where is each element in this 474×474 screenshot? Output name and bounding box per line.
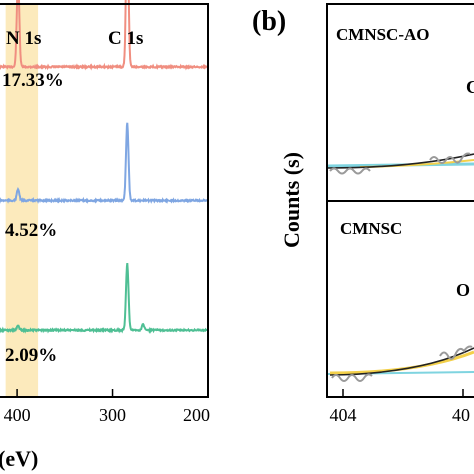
plot-frame-a (0, 3, 209, 398)
spectrum-series-2 (0, 122, 209, 204)
panel-b-bottom-title: CMNSC (340, 219, 402, 238)
panel-a: 400 300 200 N 1s C 1s 17.33% 4.52% 2.09% (… (0, 0, 210, 471)
annotation-series-3: 2.09% (5, 345, 57, 366)
panel-label-b: (b) (252, 6, 286, 37)
panel-b-top-peak-letter: C (466, 77, 474, 97)
panel-b-bottom-envelope (329, 347, 474, 376)
spectrum-series-3 (0, 262, 209, 334)
panel-b-bottom-raw-data (331, 345, 473, 382)
panel-b-bottom-traces (327, 345, 474, 382)
panel-b-top-title: CMNSC-AO (336, 25, 430, 44)
annotation-series-2: 4.52% (5, 220, 57, 241)
panel-b: (b) Counts (s) CMNSC-AO C CMNSC O 404 40 (252, 3, 474, 425)
panel-b-top-raw-data (329, 152, 471, 175)
annotation-series-1: 17.33% (2, 70, 64, 91)
x-axis-label-a: (eV) (0, 446, 38, 471)
spectrum-series-1 (0, 0, 209, 71)
y-axis-label-b: Counts (s) (279, 152, 304, 248)
panel-b-top-traces (327, 152, 474, 175)
x-tick-label-b-2: 40 (452, 405, 470, 425)
x-tick-label-a-300: 300 (99, 405, 126, 425)
peak-label-n1s: N 1s (6, 28, 41, 49)
x-axis-ticks-a: 400 300 200 (4, 389, 210, 425)
x-tick-label-a-400: 400 (4, 405, 31, 425)
x-tick-label-a-200: 200 (183, 405, 210, 425)
series-group (0, 0, 209, 334)
x-axis-ticks-b: 404 40 (330, 389, 470, 425)
panel-b-bottom-peak-letter: O (456, 280, 470, 300)
peak-label-c1s: C 1s (108, 28, 143, 49)
x-tick-label-b-1: 404 (330, 405, 357, 425)
panel-b-top-envelope (327, 153, 474, 169)
